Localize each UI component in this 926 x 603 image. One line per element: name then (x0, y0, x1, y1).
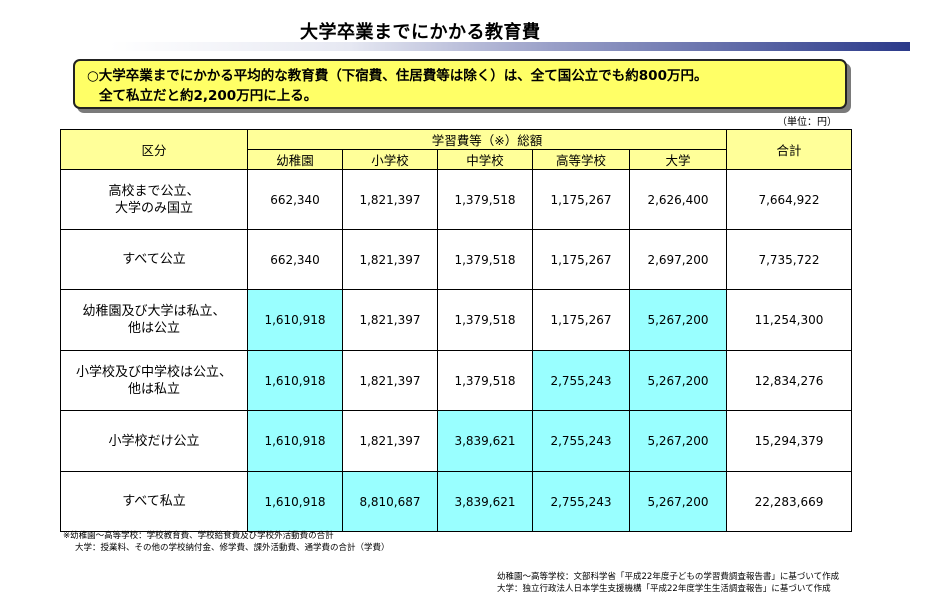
cost-cell: 1,379,518 (437, 350, 533, 411)
row-label-line-2: 他は公立 (127, 321, 180, 336)
cost-cell: 8,810,687 (342, 471, 438, 532)
footnote-line-1: ※幼稚園～高等学校：学校教育費、学校給食費及び学校外活動費の合計 (63, 531, 334, 541)
cost-cell: 1,821,397 (342, 350, 438, 411)
cost-cell: 5,267,200 (629, 289, 727, 351)
cost-cell: 1,175,267 (532, 289, 630, 351)
cost-cell: 1,821,397 (342, 289, 438, 351)
summary-line-1: ○大学卒業までにかかる平均的な教育費（下宿費、住居費等は除く）は、全て国公立でも… (87, 68, 708, 84)
row-label: すべて私立 (60, 471, 248, 532)
cost-cell: 1,175,267 (532, 229, 630, 290)
cost-cell: 2,697,200 (629, 229, 727, 290)
cost-cell: 1,821,397 (342, 169, 438, 230)
row-label-line-1: 高校まで公立、 (108, 183, 200, 199)
table-row: すべて公立 662,340 1,821,397 1,379,518 1,175,267 2… (60, 229, 852, 290)
row-label: 小学校だけ公立 (60, 410, 248, 472)
title-underline-bar (110, 42, 910, 51)
cost-cell: 662,340 (247, 229, 343, 290)
summary-line-2: 全て私立だと約2,200万円に上る。 (99, 88, 318, 104)
source-line-1: 幼稚園～高等学校：文部科学省「平成22年度子どもの学習費調査報告書」に基づいて作… (497, 572, 840, 582)
row-label: 小学校及び中学校は公立、 他は私立 (60, 350, 248, 411)
cost-cell: 2,755,243 (532, 410, 630, 472)
row-label-line-1: すべて私立 (122, 494, 186, 509)
cost-cell: 1,610,918 (247, 471, 343, 532)
header-col-1: 小学校 (342, 149, 438, 170)
row-label-line-1: 小学校及び中学校は公立、 (75, 364, 232, 380)
header-col-0: 幼稚園 (247, 149, 343, 170)
table-row: 幼稚園及び大学は私立、 他は公立 1,610,918 1,821,397 1,379,5… (60, 289, 852, 351)
row-label: 高校まで公立、 大学のみ国立 (60, 169, 248, 230)
row-label-line-1: 幼稚園及び大学は私立、 (82, 304, 226, 319)
education-cost-table: 区分 学習費等（※）総額 合計 幼稚園 小学校 中学校 高等学校 大学 高校まで… (60, 129, 852, 532)
row-label-line-2: 他は私立 (127, 381, 180, 397)
row-label-line-2: 大学のみ国立 (114, 200, 193, 216)
source-line-2: 大学：独立行政法人日本学生支援機構「平成22年度学生生活調査報告」に基づいて作成 (497, 584, 831, 594)
total-cell: 11,254,300 (726, 289, 852, 351)
table-row: すべて私立 1,610,918 8,810,687 3,839,621 2,755,24… (60, 471, 852, 532)
source-note: 幼稚園～高等学校：文部科学省「平成22年度子どもの学習費調査報告書」に基づいて作… (497, 571, 839, 595)
row-label-line-1: すべて公立 (122, 252, 186, 267)
cost-cell: 2,626,400 (629, 169, 727, 230)
cost-cell: 1,610,918 (247, 350, 343, 411)
total-cell: 22,283,669 (726, 471, 852, 532)
header-col-2: 中学校 (437, 149, 533, 170)
total-cell: 12,834,276 (726, 350, 852, 411)
cost-cell: 3,839,621 (437, 471, 533, 532)
header-kubun: 区分 (60, 129, 248, 170)
cost-cell: 5,267,200 (629, 350, 727, 411)
footnote-line-2: 大学：授業料、その他の学校納付金、修学費、課外活動費、通学費の合計（学費） (75, 543, 390, 553)
unit-label: （単位：円） (777, 117, 837, 128)
table-row: 小学校だけ公立 1,610,918 1,821,397 3,839,621 2,755,… (60, 410, 852, 472)
cost-cell: 5,267,200 (629, 410, 727, 472)
page-title: 大学卒業までにかかる教育費 (300, 22, 541, 43)
cost-cell: 1,379,518 (437, 289, 533, 351)
total-cell: 7,735,722 (726, 229, 852, 290)
cost-cell: 2,755,243 (532, 350, 630, 411)
cost-cell: 1,175,267 (532, 169, 630, 230)
table-body: 高校まで公立、 大学のみ国立 662,340 1,821,397 1,379,518 1,… (60, 169, 852, 532)
header-col-4: 大学 (629, 149, 727, 170)
header-group: 学習費等（※）総額 (247, 129, 727, 150)
cost-cell: 1,379,518 (437, 229, 533, 290)
row-label: 幼稚園及び大学は私立、 他は公立 (60, 289, 248, 351)
header-total: 合計 (726, 129, 852, 170)
total-cell: 7,664,922 (726, 169, 852, 230)
total-cell: 15,294,379 (726, 410, 852, 472)
row-label-line-1: 小学校だけ公立 (108, 433, 200, 449)
cost-cell: 5,267,200 (629, 471, 727, 532)
cost-cell: 3,839,621 (437, 410, 533, 472)
footnote: ※幼稚園～高等学校：学校教育費、学校給食費及び学校外活動費の合計 大学：授業料、… (63, 530, 390, 554)
cost-cell: 1,379,518 (437, 169, 533, 230)
cost-cell: 1,821,397 (342, 410, 438, 472)
table-row: 小学校及び中学校は公立、 他は私立 1,610,918 1,821,397 1,379,… (60, 350, 852, 411)
cost-cell: 662,340 (247, 169, 343, 230)
header-col-3: 高等学校 (532, 149, 630, 170)
cost-cell: 2,755,243 (532, 471, 630, 532)
table-row: 高校まで公立、 大学のみ国立 662,340 1,821,397 1,379,518 1,… (60, 169, 852, 230)
summary-box: ○大学卒業までにかかる平均的な教育費（下宿費、住居費等は除く）は、全て国公立でも… (73, 59, 847, 109)
cost-cell: 1,821,397 (342, 229, 438, 290)
cost-cell: 1,610,918 (247, 289, 343, 351)
row-label: すべて公立 (60, 229, 248, 290)
cost-cell: 1,610,918 (247, 410, 343, 472)
